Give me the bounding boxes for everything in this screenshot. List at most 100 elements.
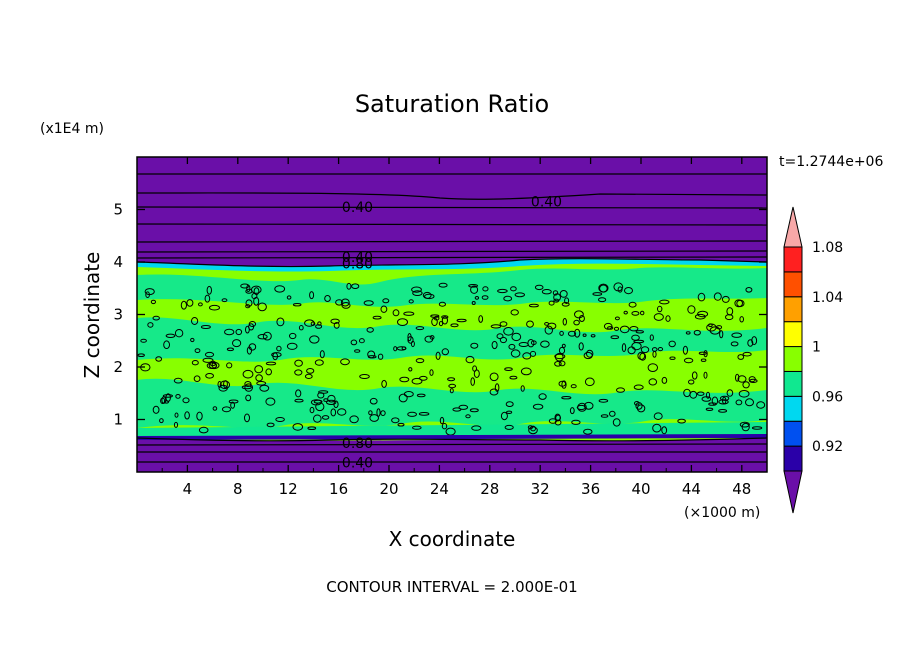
- speckle-contour: [465, 414, 471, 419]
- contour-line: [137, 256, 767, 259]
- colorbar-label: 1.08: [812, 240, 843, 256]
- speckle-contour: [152, 315, 160, 321]
- speckle-contour: [748, 376, 756, 383]
- speckle-contour: [198, 426, 209, 434]
- x-tick-label: 24: [430, 480, 449, 498]
- speckle-contour: [653, 313, 664, 321]
- speckle-contour: [226, 362, 233, 369]
- speckle-contour: [230, 401, 236, 409]
- speckle-contour: [731, 332, 743, 338]
- contour-label: 0.80: [342, 257, 373, 273]
- x-tick-label: 28: [480, 480, 499, 498]
- speckle-contour: [687, 305, 696, 314]
- contour-line: [137, 223, 767, 226]
- colorbar-swatch: [783, 420, 803, 447]
- speckle-contour: [393, 346, 398, 352]
- speckle-contour: [265, 397, 276, 406]
- speckle-contour: [429, 335, 435, 340]
- speckle-contour: [447, 377, 456, 382]
- speckle-contour: [561, 343, 566, 348]
- speckle-contour: [696, 391, 705, 396]
- speckle-contour: [489, 388, 499, 396]
- speckle-contour: [653, 412, 663, 421]
- speckle-contour: [330, 318, 340, 324]
- speckle-contour: [324, 295, 331, 302]
- speckle-contour: [205, 373, 215, 379]
- speckle-contour: [186, 299, 194, 307]
- speckle-contour: [341, 302, 351, 309]
- speckle-contour: [416, 393, 426, 398]
- speckle-contour: [298, 325, 304, 331]
- speckle-contour: [481, 295, 489, 300]
- x-unit-label: (×1000 m): [684, 505, 760, 521]
- speckle-contour: [598, 297, 607, 303]
- speckle-contour: [313, 399, 323, 404]
- speckle-contour: [685, 331, 691, 335]
- speckle-contour: [245, 394, 252, 402]
- speckle-contour: [415, 358, 425, 364]
- speckle-contour: [190, 337, 195, 343]
- speckle-contour: [204, 294, 211, 303]
- x-tick-label: 32: [531, 480, 550, 498]
- speckle-contour: [540, 340, 550, 348]
- speckle-contour: [212, 406, 218, 411]
- speckle-contour: [599, 284, 608, 293]
- y-axis-title: Z coordinate: [80, 252, 104, 379]
- speckle-contour: [709, 326, 721, 335]
- speckle-contour: [547, 322, 557, 330]
- contour-fill-group: [137, 157, 767, 472]
- colorbar-swatch: [783, 346, 803, 372]
- speckle-contour: [408, 299, 414, 304]
- speckle-contour: [499, 336, 507, 344]
- speckle-contour: [496, 333, 504, 340]
- speckle-contour: [441, 423, 448, 430]
- speckle-contour: [697, 310, 709, 318]
- speckle-contour: [367, 355, 377, 359]
- colorbar-bottom-arrow: [783, 470, 803, 514]
- y-unit-label: (x1E4 m): [40, 121, 104, 137]
- speckle-contour: [616, 387, 625, 393]
- speckle-contour: [337, 408, 347, 416]
- time-label: t=1.2744e+06: [779, 154, 883, 170]
- speckle-contour: [450, 323, 459, 328]
- speckle-contour: [530, 340, 537, 346]
- speckle-contour: [648, 378, 658, 386]
- speckle-contour: [576, 404, 586, 411]
- speckle-contour: [245, 299, 253, 307]
- speckle-contour: [721, 295, 730, 303]
- speckle-contour: [726, 307, 734, 316]
- contour-lines: [137, 173, 767, 463]
- speckle-contour: [639, 352, 647, 361]
- speckle-contour: [380, 410, 386, 417]
- x-axis-title: X coordinate: [389, 527, 516, 551]
- speckle-contour: [526, 320, 534, 328]
- speckle-contour: [422, 291, 432, 299]
- speckle-contour: [250, 285, 262, 294]
- speckle-contour: [314, 359, 324, 366]
- speckle-contour: [528, 303, 539, 308]
- speckle-contour: [633, 339, 645, 344]
- speckle-contour: [649, 334, 654, 341]
- speckle-contour: [193, 375, 201, 383]
- speckle-contour: [529, 350, 537, 357]
- speckle-contour: [739, 316, 745, 323]
- speckle-contour: [346, 282, 352, 290]
- contour-interval-footer: CONTOUR INTERVAL = 2.000E-01: [326, 578, 577, 596]
- speckle-contour: [275, 417, 285, 422]
- speckle-contour: [708, 402, 717, 406]
- speckle-contour: [511, 332, 522, 342]
- speckle-contour: [377, 353, 384, 360]
- speckle-contour: [175, 394, 181, 399]
- speckle-contour: [202, 357, 214, 363]
- speckle-contour: [613, 282, 624, 292]
- speckle-contour: [294, 369, 303, 376]
- speckle-contour: [478, 315, 484, 323]
- speckle-contour: [661, 426, 668, 435]
- speckle-contour: [326, 399, 337, 405]
- contour-labels: 0.40 0.400.400.800.800.40: [342, 195, 562, 472]
- contour-label: 0.40: [342, 456, 373, 472]
- speckle-contour: [553, 293, 561, 302]
- speckle-contour: [340, 298, 350, 307]
- speckle-contour: [182, 397, 190, 404]
- speckle-contour: [742, 381, 750, 389]
